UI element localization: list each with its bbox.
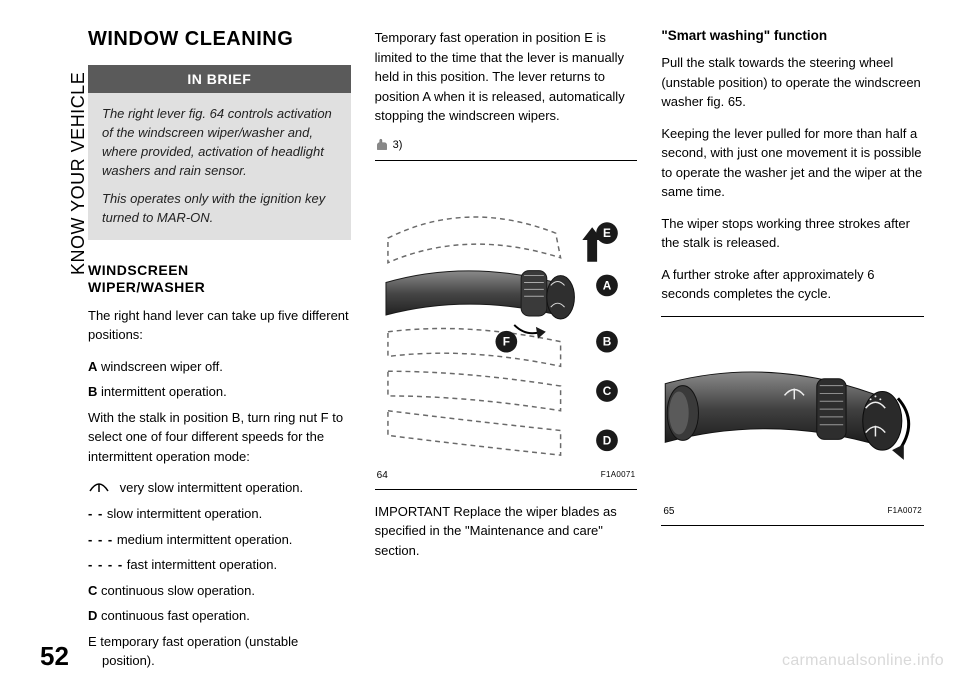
def-text: temporary fast operation (unstable posit… — [97, 634, 299, 669]
page-number: 52 — [40, 641, 69, 672]
paragraph: A further stroke after approximately 6 s… — [661, 265, 924, 304]
label-E: E — [596, 222, 618, 244]
figure-64-svg: E A B C D F — [375, 169, 638, 465]
page-title: WINDOW CLEANING — [88, 28, 351, 51]
def-text: very slow intermittent operation. — [116, 480, 303, 495]
figure-64: E A B C D F 64 F1A0071 — [375, 160, 638, 490]
brief-paragraph-1: The right lever fig. 64 controls activat… — [102, 105, 337, 180]
watermark: carmanualsonline.info — [782, 652, 944, 670]
def-key: B — [88, 384, 97, 399]
figure-footer: 64 F1A0071 — [375, 470, 638, 481]
paragraph: Temporary fast operation in position E i… — [375, 28, 638, 126]
column-1: WINDOW CLEANING IN BRIEF The right lever… — [88, 28, 351, 674]
figure-65: 65 F1A0072 — [661, 316, 924, 526]
def-key: E — [88, 634, 97, 649]
def-key: C — [88, 583, 97, 598]
figure-65-svg — [661, 325, 924, 501]
svg-text:C: C — [602, 384, 611, 398]
column-3: "Smart washing" function Pull the stalk … — [661, 28, 924, 674]
svg-text:A: A — [602, 278, 611, 292]
figure-number: 64 — [377, 470, 388, 481]
definition-line: - - - medium intermittent operation. — [88, 530, 351, 550]
brief-paragraph-2: This operates only with the ignition key… — [102, 190, 337, 228]
column-2: Temporary fast operation in position E i… — [375, 28, 638, 674]
svg-text:B: B — [602, 334, 611, 348]
subtitle-wiper-washer: WINDSCREENWIPER/WASHER — [88, 262, 351, 296]
def-text: continuous fast operation. — [97, 608, 250, 623]
definition-line: very slow intermittent operation. — [88, 478, 351, 498]
def-text: medium intermittent operation. — [113, 532, 292, 547]
svg-text:D: D — [602, 433, 611, 447]
definition-line: E temporary fast operation (unstable pos… — [88, 632, 351, 671]
svg-text:E: E — [603, 226, 611, 240]
smart-washing-title: "Smart washing" function — [661, 28, 924, 43]
figure-code: F1A0072 — [887, 506, 922, 517]
definition-line: - - - - fast intermittent operation. — [88, 555, 351, 575]
svg-text:F: F — [502, 334, 509, 348]
paragraph: Pull the stalk towards the steering whee… — [661, 53, 924, 112]
label-C: C — [596, 380, 618, 402]
label-A: A — [596, 274, 618, 296]
definition-line: B intermittent operation. — [88, 382, 351, 402]
paragraph: The right hand lever can take up five di… — [88, 306, 351, 345]
def-text: windscreen wiper off. — [97, 359, 223, 374]
figure-code: F1A0071 — [601, 470, 636, 481]
definition-line: C continuous slow operation. — [88, 581, 351, 601]
def-key: A — [88, 359, 97, 374]
label-F: F — [495, 330, 517, 352]
def-text: intermittent operation. — [97, 384, 226, 399]
definition-line: A windscreen wiper off. — [88, 357, 351, 377]
def-key: D — [88, 608, 97, 623]
paragraph-important: IMPORTANT Replace the wiper blades as sp… — [375, 502, 638, 561]
def-text: slow intermittent operation. — [103, 506, 262, 521]
paragraph: The wiper stops working three strokes af… — [661, 214, 924, 253]
def-key: - - - - — [88, 555, 123, 575]
def-text: continuous slow operation. — [97, 583, 255, 598]
wiper-slow-icon — [88, 479, 110, 499]
paragraph: With the stalk in position B, turn ring … — [88, 408, 351, 467]
paragraph: Keeping the lever pulled for more than h… — [661, 124, 924, 202]
label-B: B — [596, 330, 618, 352]
figure-number: 65 — [663, 506, 674, 517]
note-ref-text: 3) — [393, 139, 403, 151]
definition-line: D continuous fast operation. — [88, 606, 351, 626]
def-key: - - — [88, 504, 103, 524]
figure-footer: 65 F1A0072 — [661, 506, 924, 517]
warning-reference: 3) — [375, 138, 638, 152]
section-label: KNOW YOUR VEHICLE — [68, 72, 89, 275]
def-key: - - - — [88, 530, 113, 550]
def-text: fast intermittent operation. — [123, 557, 277, 572]
label-D: D — [596, 429, 618, 451]
hand-icon — [375, 138, 389, 152]
in-brief-header: IN BRIEF — [88, 65, 351, 93]
definition-line: - - slow intermittent operation. — [88, 504, 351, 524]
in-brief-box: The right lever fig. 64 controls activat… — [88, 93, 351, 240]
